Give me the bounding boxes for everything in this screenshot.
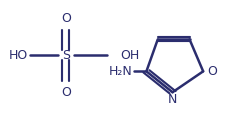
Text: O: O xyxy=(61,86,71,99)
Text: OH: OH xyxy=(120,49,139,62)
Text: HO: HO xyxy=(9,49,28,62)
Text: O: O xyxy=(61,12,71,25)
Text: H₂N: H₂N xyxy=(109,65,132,78)
Text: N: N xyxy=(168,92,177,106)
Text: O: O xyxy=(207,65,217,78)
Text: S: S xyxy=(62,49,70,62)
